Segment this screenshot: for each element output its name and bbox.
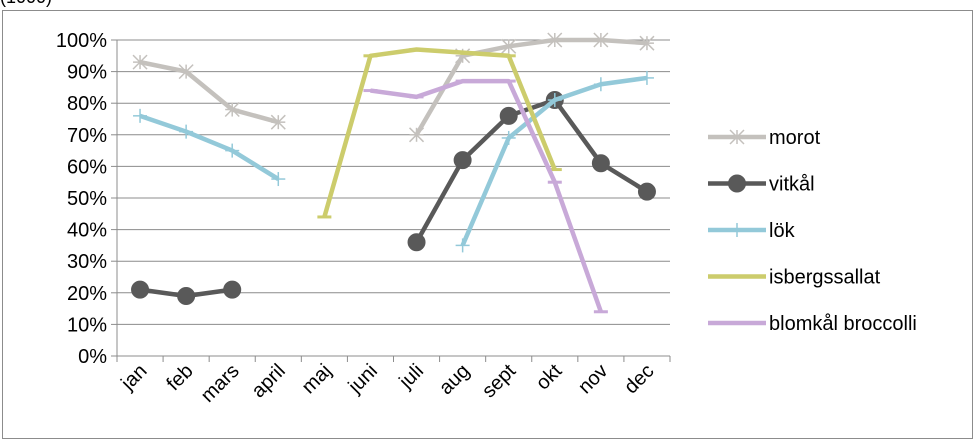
data-point: [179, 124, 194, 139]
data-point: [547, 32, 563, 48]
data-point: [224, 101, 240, 118]
data-point: [501, 130, 516, 145]
y-tick-label: 90%: [67, 62, 107, 84]
y-tick-label: 0%: [78, 346, 107, 368]
x-tick-label: dec: [620, 360, 658, 398]
series-4: [363, 78, 608, 314]
x-tick-label: juli: [395, 360, 429, 394]
series-line-segment: [139, 59, 279, 125]
data-point: [639, 35, 655, 51]
data-point: [133, 108, 148, 123]
x-tick-label: maj: [298, 360, 336, 398]
x-tick-label: okt: [532, 360, 567, 395]
legend-marker: [728, 174, 746, 193]
series-line-segment: [322, 47, 557, 218]
legend: morot vitkål lök isbergssallat blomkål brocc…: [708, 127, 917, 335]
legend-label: vitkål: [769, 174, 815, 196]
data-point: [591, 154, 610, 173]
x-tick-label: jan: [116, 360, 151, 395]
series-3: [317, 47, 562, 219]
y-tick-label: 30%: [67, 251, 107, 273]
legend-label: lök: [769, 220, 796, 242]
legend-item: morot: [708, 127, 821, 149]
data-point: [178, 64, 194, 80]
legend-label: morot: [769, 127, 821, 149]
series-line-segment: [370, 78, 603, 313]
x-tick-label: juni: [344, 360, 382, 398]
data-point: [270, 114, 286, 130]
data-point: [593, 32, 609, 48]
data-point: [455, 238, 470, 253]
data-point: [271, 172, 286, 187]
data-point: [639, 70, 654, 85]
series-lines: [131, 32, 656, 314]
x-tick-label: feb: [162, 360, 197, 395]
x-tick-label: april: [248, 360, 290, 402]
gridlines: [117, 39, 670, 325]
data-point: [407, 233, 426, 252]
legend-item: blomkål broccolli: [708, 313, 917, 335]
y-tick-label: 80%: [67, 93, 107, 115]
x-tick-label: sept: [478, 360, 521, 403]
data-point: [499, 106, 518, 125]
series-line-segment: [414, 37, 648, 136]
x-tick-label: mars: [197, 360, 244, 407]
data-point: [637, 182, 656, 201]
series-2: [133, 70, 654, 253]
legend-label: blomkål broccolli: [769, 313, 917, 335]
data-point: [547, 93, 562, 108]
y-tick-label: 10%: [67, 314, 107, 336]
data-point: [453, 151, 472, 170]
data-point: [223, 280, 242, 299]
series-line-segment: [139, 113, 280, 181]
data-point: [177, 286, 196, 305]
y-tick-label: 50%: [67, 188, 107, 210]
data-point: [225, 143, 240, 158]
x-tick-label: aug: [435, 360, 474, 399]
data-point: [132, 54, 148, 70]
legend-item: vitkål: [708, 174, 815, 196]
y-tick-label: 40%: [67, 220, 107, 242]
clipped-top-label: (1000): [0, 0, 52, 8]
legend-item: lök: [708, 220, 796, 242]
x-tick-label: nov: [574, 360, 612, 398]
legend-item: isbergssallat: [708, 267, 881, 289]
data-point: [501, 38, 517, 54]
legend-marker: [730, 223, 744, 237]
legend-label: isbergssallat: [769, 267, 881, 289]
y-tick-label: 70%: [67, 125, 107, 147]
legend-marker: [729, 129, 745, 145]
data-point: [131, 280, 150, 299]
data-point: [409, 127, 425, 143]
y-tick-label: 100%: [56, 30, 107, 52]
y-tick-label: 60%: [67, 156, 107, 178]
data-point: [593, 77, 608, 92]
y-tick-label: 20%: [67, 283, 107, 305]
